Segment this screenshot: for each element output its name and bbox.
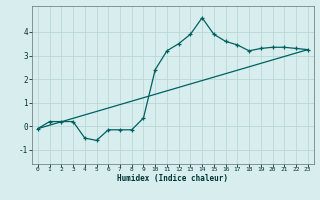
X-axis label: Humidex (Indice chaleur): Humidex (Indice chaleur) xyxy=(117,174,228,183)
